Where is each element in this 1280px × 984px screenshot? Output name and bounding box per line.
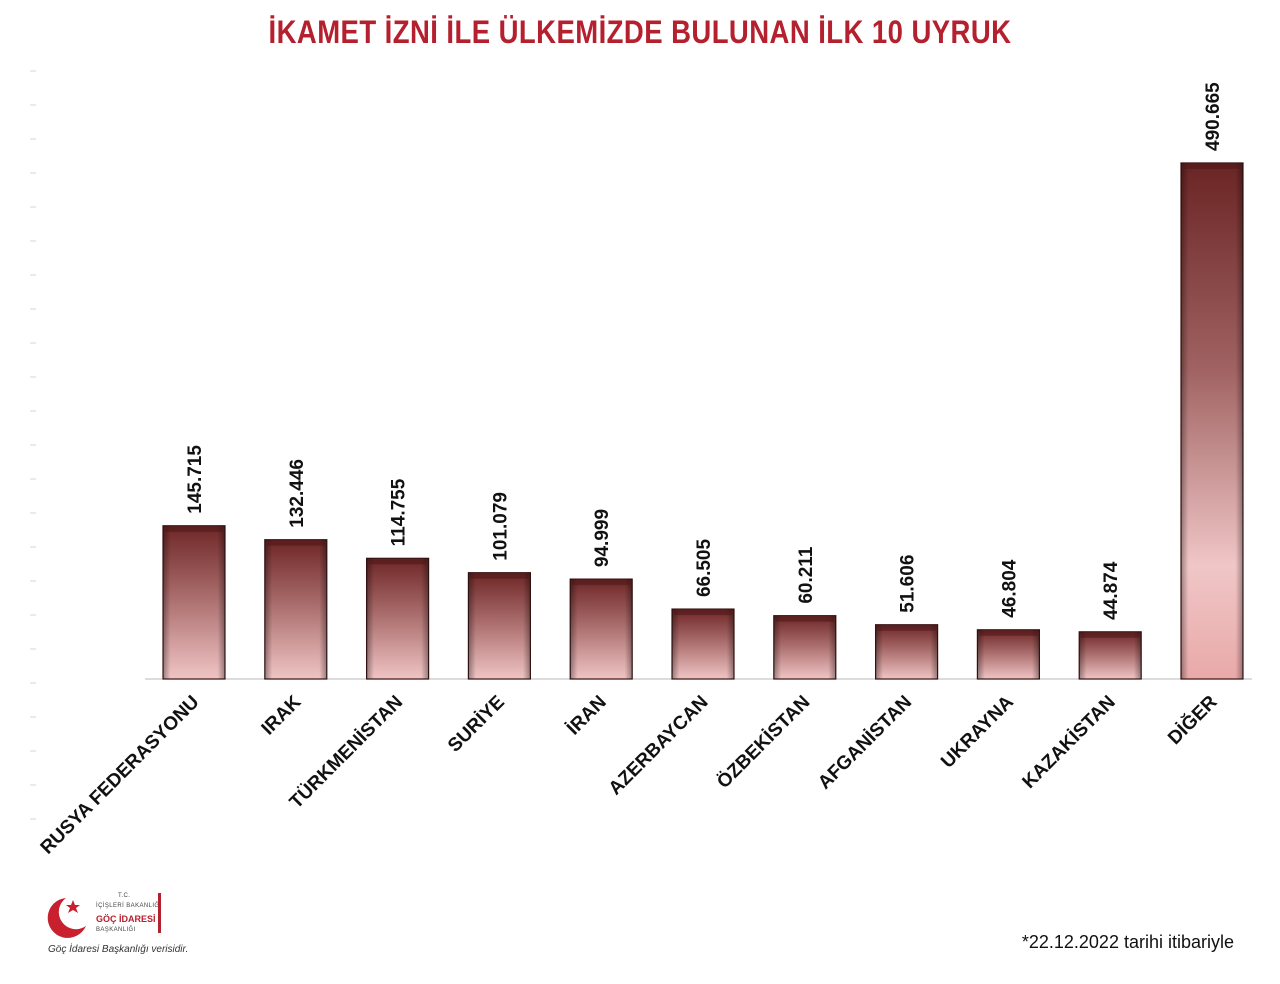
category-label: DİĞER — [1163, 691, 1221, 749]
bar — [773, 615, 837, 680]
category-label: UKRAYNA — [937, 691, 1018, 772]
bar-cap — [368, 559, 427, 565]
bar-cap — [1183, 163, 1241, 169]
logo-divider — [158, 893, 161, 933]
bar-cap — [165, 526, 223, 532]
bar-bevel — [672, 609, 734, 679]
bar-bevel — [468, 572, 531, 679]
bar-cap — [266, 540, 325, 546]
bar-cap — [674, 610, 732, 616]
bar-cap — [1081, 632, 1140, 638]
bar — [1180, 162, 1244, 680]
bar-bevel — [366, 558, 429, 679]
category-label: IRAK — [258, 691, 306, 739]
y-axis-ticks — [30, 70, 36, 820]
bar — [162, 525, 226, 680]
bar-value-label: 94.999 — [592, 509, 613, 567]
bar — [264, 539, 328, 680]
bar — [1078, 631, 1142, 680]
bar — [467, 572, 531, 680]
bar-value-label: 60.211 — [796, 546, 817, 603]
bar — [366, 557, 430, 680]
logo-line-tc: T.C. — [118, 893, 131, 899]
logo-line-goc: GÖÇ İDARESİ — [96, 914, 156, 924]
category-label: TÜRKMENİSTAN — [286, 692, 407, 813]
bar — [874, 624, 939, 680]
category-label: SURİYE — [444, 692, 509, 757]
bar-value-label: 46.804 — [999, 559, 1020, 618]
bar-bevel — [264, 539, 327, 679]
bar-value-label: 66.505 — [694, 539, 715, 598]
bar-value-label: 132.446 — [287, 459, 308, 528]
bar-bevel — [570, 579, 633, 679]
category-label: ÖZBEKİSTAN — [713, 692, 814, 793]
category-label: RUSYA FEDERASYONU — [37, 692, 204, 859]
bar-bevel — [773, 615, 836, 679]
bar-value-label: 114.755 — [389, 478, 410, 546]
bar-value-label: 101.079 — [490, 492, 511, 561]
category-label: AFGANİSTAN — [814, 692, 916, 794]
bar-cap — [979, 630, 1038, 636]
bar-cap — [877, 625, 936, 631]
bar-bevel — [977, 629, 1040, 679]
category-label: İRAN — [563, 692, 611, 740]
bar-cap — [470, 573, 529, 579]
bar — [569, 578, 633, 680]
bar-chart: 145.715 132.446 114.755 101.079 94.999 66.505… — [30, 70, 1252, 859]
bar-bevel — [1079, 631, 1142, 679]
bar — [976, 629, 1041, 680]
bar-value-label: 490.665 — [1203, 82, 1224, 151]
logo-line-ministry: İÇİŞLERİ BAKANLIĞI — [96, 903, 162, 909]
bar-bevel — [163, 525, 225, 679]
source-note: Göç İdaresi Başkanlığı verisidir. — [48, 944, 189, 955]
logo-line-baskanlik: BAŞKANLIĞI — [96, 927, 136, 933]
bar-value-label: 44.874 — [1101, 561, 1122, 620]
bar-cap — [775, 616, 834, 622]
category-label: AZERBAYCAN — [605, 692, 713, 800]
bar-bevel — [875, 624, 938, 679]
category-label: KAZAKİSTAN — [1019, 692, 1120, 793]
date-note: *22.12.2022 tarihi itibariyle — [1021, 932, 1234, 952]
bar-bevel — [1181, 162, 1243, 679]
bar-cap — [572, 580, 631, 586]
crescent-star-logo-icon — [47, 898, 86, 938]
bar-value-label: 145.715 — [185, 445, 206, 514]
bar-value-label: 51.606 — [898, 555, 919, 613]
chart-title: İKAMET İZNİ İLE ÜLKEMİZDE BULUNAN İLK 10… — [268, 14, 1012, 50]
bar — [671, 608, 735, 680]
